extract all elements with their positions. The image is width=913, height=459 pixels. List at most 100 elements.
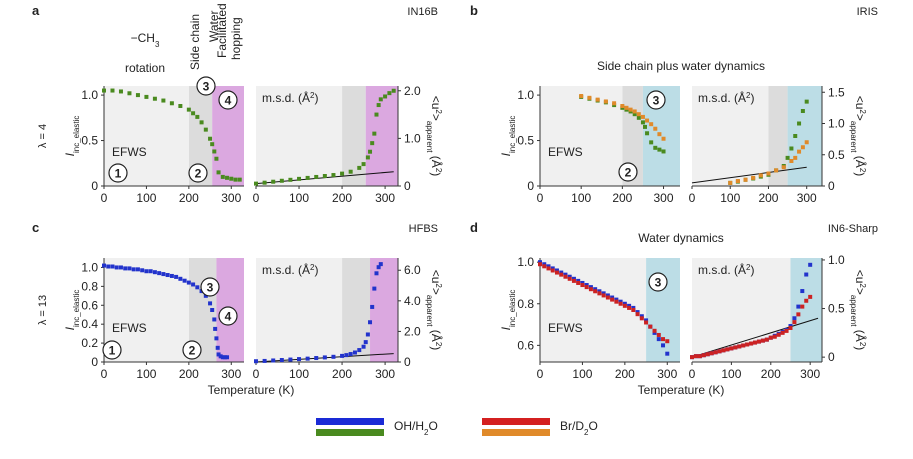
- panel-d-L-point-Br/D2O: [631, 308, 636, 312]
- panel-a-R-point-OH/H2O: [387, 91, 392, 96]
- legend-label-1: Br/D2O: [560, 419, 598, 437]
- regime-label-methyl: −CH3: [131, 31, 160, 49]
- panel-d-R-y-tick-label: 0.5: [828, 302, 845, 316]
- panel-c-R-x-tick-label: 0: [253, 367, 260, 381]
- panel-a-circle-1: 1: [115, 167, 122, 181]
- panel-d-L-point-OH/H2O: [567, 274, 572, 279]
- panel-c-L-point-OH/H2O: [135, 267, 140, 272]
- panel-c-R-x-tick-label: 100: [289, 367, 309, 381]
- panel-c-L-point-OH/H2O: [220, 355, 225, 360]
- panel-d-L-point-OH/H2O: [597, 289, 602, 294]
- panel-a-R-point-OH/H2O: [297, 176, 302, 181]
- right-y-label-c-part: 2: [435, 342, 444, 347]
- panel-a-R-point-OH/H2O: [271, 179, 276, 184]
- panel-b-L-point-OH/H2O: [640, 120, 645, 125]
- panel-letter-b: b: [470, 3, 478, 18]
- msd-label-b-part: ): [750, 91, 754, 105]
- panel-a-L-point-OH/H2O: [110, 88, 115, 93]
- panel-a-L-point-OH/H2O: [233, 177, 238, 182]
- panel-b-L-point-Br/D2O: [579, 94, 584, 98]
- panel-c-L-point-OH/H2O: [215, 345, 220, 350]
- right-y-label-b-part: ): [853, 172, 867, 176]
- panel-d-L-point-Br/D2O: [656, 332, 661, 337]
- panel-d-L-point-Br/D2O: [559, 272, 564, 277]
- panel-letter-d: d: [470, 220, 478, 235]
- panel-d-L-point-Br/D2O: [605, 295, 610, 300]
- panel-a-R-point-OH/H2O: [374, 112, 379, 117]
- regime-label-methyl-part: 3: [155, 40, 160, 49]
- panel-d-L-point-OH/H2O: [618, 299, 623, 304]
- panel-c-R-point-OH/H2O: [370, 304, 375, 309]
- panel-a-circle-4: 4: [225, 94, 232, 108]
- right-y-label-a-part: 2: [435, 109, 444, 114]
- panel-c-circle-1-circle: [102, 340, 122, 360]
- regime-label-rotation: rotation: [125, 61, 165, 75]
- panel-d-R-point-Br/D2O: [768, 335, 773, 340]
- panel-a-L-point-OH/H2O: [208, 136, 213, 141]
- legend-label-0-part: 2: [424, 428, 429, 437]
- instrument-label-c: HFBS: [409, 223, 438, 235]
- panel-a-L-y-tick-label: 0: [91, 179, 98, 193]
- panel-b-R-point-Br/D2O: [751, 175, 756, 180]
- legend-label-0-part: O: [428, 419, 437, 433]
- panel-c-L-point-OH/H2O: [212, 317, 217, 322]
- panel-b-L-y-tick-label: 0.5: [517, 134, 534, 148]
- panel-d-L-point-OH/H2O: [576, 278, 581, 283]
- panel-d-R-point-Br/D2O: [709, 351, 714, 356]
- panel-a-L-point-OH/H2O: [169, 101, 174, 106]
- left-y-label-b-part: I: [499, 152, 513, 156]
- panel-d-L-point-Br/D2O: [538, 262, 542, 267]
- panel-c-R-background: [256, 258, 343, 362]
- panel-b-L-point-Br/D2O: [657, 132, 662, 137]
- panel-d-L-point-Br/D2O: [610, 297, 615, 302]
- panel-d-L-point-OH/H2O: [593, 287, 598, 292]
- x-axis-title-c: Temperature (K): [208, 383, 295, 397]
- panel-d-R-point-Br/D2O: [745, 342, 750, 347]
- right-y-label-c-part: <u: [429, 270, 443, 284]
- panel-b-R-point-OH/H2O: [797, 121, 802, 126]
- panel-a-R-point-OH/H2O: [322, 174, 327, 178]
- right-y-label-c-part: >: [429, 288, 443, 295]
- panel-c-L-x-tick-label: 300: [221, 367, 241, 381]
- panel-b-R-point-Br/D2O: [743, 177, 748, 182]
- panel-a-L-point-OH/H2O: [214, 156, 219, 161]
- panel-a-L-point-OH/H2O: [161, 98, 166, 103]
- panel-c-L-point-OH/H2O: [213, 326, 218, 331]
- right-y-label-b-part: <u: [853, 96, 867, 110]
- panel-a-circle-2-circle: [188, 163, 208, 183]
- right-y-label-b-part: 2: [859, 109, 868, 114]
- panel-b-R-x-tick-label: 200: [758, 191, 778, 205]
- panel-d-R-point-Br/D2O: [725, 347, 730, 352]
- panel-c-R-y-tick-label: 2.0: [404, 324, 421, 338]
- efws-label-a: EFWS: [112, 145, 147, 159]
- panel-c-circle-4: 4: [225, 310, 232, 324]
- right-y-label-c-part: (Å: [429, 326, 444, 341]
- panel-a-L-x-tick-label: 100: [136, 191, 156, 205]
- panel-c-R-point-OH/H2O: [372, 286, 377, 291]
- x-axis-title-d: Temperature (K): [638, 383, 725, 397]
- panel-c-R-x-tick-label: 200: [332, 367, 352, 381]
- panel-a-L-x-tick-label: 300: [221, 191, 241, 205]
- panel-d-R-point-Br/D2O: [733, 345, 738, 350]
- panel-c-L-x-tick-label: 100: [136, 367, 156, 381]
- panel-d-L-point-Br/D2O: [567, 276, 572, 281]
- panel-a-circle-3: 3: [203, 80, 210, 94]
- msd-label-b: m.s.d. (Å2): [698, 90, 754, 105]
- panel-d-L-point-Br/D2O: [550, 268, 555, 273]
- panel-c-L-point-OH/H2O: [222, 355, 227, 360]
- panel-d-L-point-Br/D2O: [580, 283, 585, 288]
- right-y-label-a-part: (Å: [429, 152, 444, 167]
- panel-b-circle-2: 2: [625, 166, 632, 180]
- panel-c-R-point-OH/H2O: [357, 348, 362, 353]
- right-y-label-a-part: >: [429, 114, 443, 121]
- panel-b-R-background: [692, 86, 769, 186]
- right-y-label-a-part: <u: [429, 96, 443, 110]
- panel-d-R-point-Br/D2O: [808, 294, 813, 299]
- panel-c-R-shade-purple: [370, 258, 398, 362]
- panel-d-R-point-Br/D2O: [701, 353, 706, 358]
- msd-label-d-part: 2: [746, 263, 751, 272]
- panel-d-L-point-OH/H2O: [571, 276, 576, 281]
- panel-d-L-y-tick-label: 1.0: [517, 255, 534, 269]
- panel-d-L-point-Br/D2O: [665, 339, 670, 344]
- panel-d-L-point-Br/D2O: [644, 320, 649, 325]
